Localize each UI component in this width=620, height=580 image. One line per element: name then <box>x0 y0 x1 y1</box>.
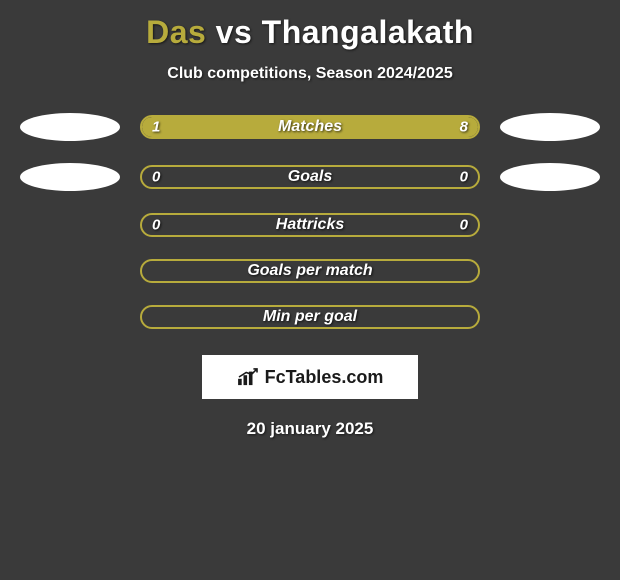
spacer <box>500 271 600 272</box>
stat-value-left: 1 <box>152 119 160 136</box>
stat-row: 0 0 Hattricks <box>0 213 620 237</box>
stat-label: Min per goal <box>263 308 357 326</box>
comparison-title: Das vs Thangalakath <box>146 14 474 51</box>
stat-value-right: 8 <box>460 119 468 136</box>
stat-label: Goals <box>288 168 332 186</box>
player-1-avatar <box>20 163 120 191</box>
stat-value-right: 0 <box>460 217 468 234</box>
stat-bar: 0 0 Goals <box>140 165 480 189</box>
stats-rows: 1 8 Matches 0 0 Goals 0 0 Hattricks Goals per mat… <box>0 113 620 329</box>
spacer <box>500 225 600 226</box>
subtitle: Club competitions, Season 2024/2025 <box>167 65 452 83</box>
logo-text: FcTables.com <box>265 367 384 388</box>
stat-row: Min per goal <box>0 305 620 329</box>
player-1-avatar <box>20 113 120 141</box>
stat-value-left: 0 <box>152 169 160 186</box>
stat-label: Goals per match <box>247 262 372 280</box>
spacer <box>500 317 600 318</box>
bar-chart-arrow-icon <box>237 368 259 386</box>
stat-bar: Goals per match <box>140 259 480 283</box>
stat-value-right: 0 <box>460 169 468 186</box>
stat-bar: Min per goal <box>140 305 480 329</box>
spacer <box>20 225 120 226</box>
fctables-logo[interactable]: FcTables.com <box>202 355 418 399</box>
stat-row: Goals per match <box>0 259 620 283</box>
player-2-avatar <box>500 113 600 141</box>
player-1-name: Das <box>146 14 206 50</box>
stat-bar: 0 0 Hattricks <box>140 213 480 237</box>
stat-label: Matches <box>278 118 342 136</box>
stat-label: Hattricks <box>276 216 344 234</box>
spacer <box>20 271 120 272</box>
stat-row: 1 8 Matches <box>0 113 620 141</box>
stat-value-left: 0 <box>152 217 160 234</box>
snapshot-date: 20 january 2025 <box>247 419 374 439</box>
spacer <box>20 317 120 318</box>
versus-word: vs <box>216 14 253 50</box>
stat-row: 0 0 Goals <box>0 163 620 191</box>
player-2-name: Thangalakath <box>262 14 474 50</box>
player-2-avatar <box>500 163 600 191</box>
stat-bar: 1 8 Matches <box>140 115 480 139</box>
